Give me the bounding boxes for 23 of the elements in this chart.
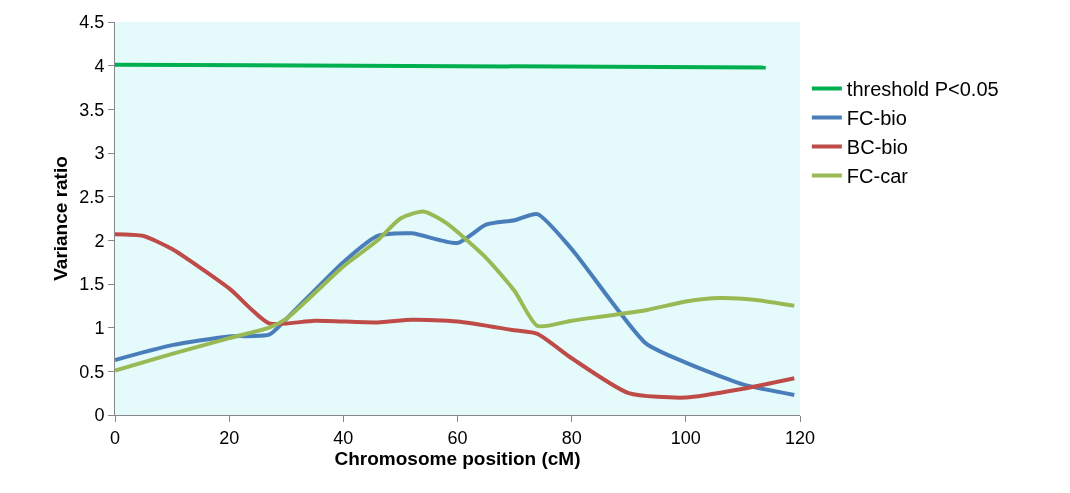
y-tick-label: 0 bbox=[94, 405, 105, 426]
x-tick-label: 120 bbox=[784, 427, 816, 448]
x-tick-label: 40 bbox=[333, 427, 354, 448]
y-tick-label: 4.5 bbox=[79, 12, 105, 33]
x-tick-label: 60 bbox=[447, 427, 468, 448]
x-axis-title: Chromosome position (cM) bbox=[334, 447, 581, 469]
x-tick-label: 0 bbox=[109, 427, 121, 448]
legend-label: FC-bio bbox=[846, 107, 907, 130]
y-tick-label: 3.5 bbox=[79, 99, 105, 120]
y-tick-label: 1 bbox=[94, 317, 105, 338]
y-axis-title: Variance ratio bbox=[50, 156, 71, 281]
legend-label: BC-bio bbox=[846, 136, 908, 159]
y-tick-label: 1.5 bbox=[79, 274, 105, 295]
x-tick-label: 80 bbox=[561, 427, 582, 448]
legend-label: threshold P<0.05 bbox=[846, 78, 999, 101]
y-tick-label: 2.5 bbox=[79, 186, 105, 207]
y-tick-label: 2 bbox=[94, 230, 105, 251]
legend-label: FC-car bbox=[846, 165, 909, 188]
y-tick-label: 4 bbox=[94, 55, 105, 76]
x-tick-label: 100 bbox=[670, 427, 701, 448]
y-tick-label: 3 bbox=[94, 143, 105, 164]
y-tick-label: 0.5 bbox=[79, 361, 105, 382]
x-tick-label: 20 bbox=[219, 427, 240, 448]
